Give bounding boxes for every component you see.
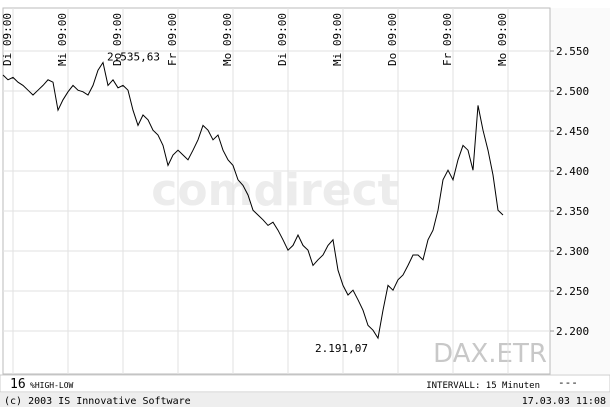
x-tick-label: Di 09:00: [276, 13, 289, 66]
y-tick-label: 2.200: [556, 325, 589, 338]
axis-panel: [550, 8, 610, 374]
x-tick-label: Mo 09:00: [496, 13, 509, 66]
x-tick-label: Di 09:00: [1, 13, 14, 66]
y-tick-label: 2.250: [556, 285, 589, 298]
x-tick-label: Mi 09:00: [56, 13, 69, 66]
footer: [0, 393, 610, 407]
watermark: comdirect: [151, 165, 398, 216]
y-tick-label: 2.400: [556, 165, 589, 178]
indicator-bar: [0, 374, 610, 393]
high-label: 2.535,63: [107, 50, 160, 63]
y-tick-label: 2.550: [556, 45, 589, 58]
price-line: [2, 61, 504, 340]
x-tick-label: Fr 09:00: [166, 13, 179, 66]
y-tick-label: 2.350: [556, 205, 589, 218]
indicator-value: ---: [558, 376, 578, 389]
y-tick-label: 2.300: [556, 245, 589, 258]
interval: INTERVALL: 15 Minuten: [426, 381, 540, 391]
y-tick-label: 2.500: [556, 85, 589, 98]
low-label: 2.191,07: [315, 342, 368, 355]
indicator: %HIGH-LOW: [30, 381, 74, 390]
x-tick-label: Mo 09:00: [221, 13, 234, 66]
y-tick-label: 2.450: [556, 125, 589, 138]
plot-frame: [2, 7, 551, 375]
x-tick-label: Mi 09:00: [331, 13, 344, 66]
period: 16: [10, 377, 26, 392]
copyright: (c) 2003 IS Innovative Software: [4, 396, 191, 407]
timestamp: 17.03.03 11:08: [522, 396, 606, 407]
x-tick-label: Fr 09:00: [441, 13, 454, 66]
x-tick-label: Do 09:00: [111, 13, 124, 66]
symbol: DAX.ETR: [433, 339, 547, 369]
x-tick-label: Do 09:00: [386, 13, 399, 66]
